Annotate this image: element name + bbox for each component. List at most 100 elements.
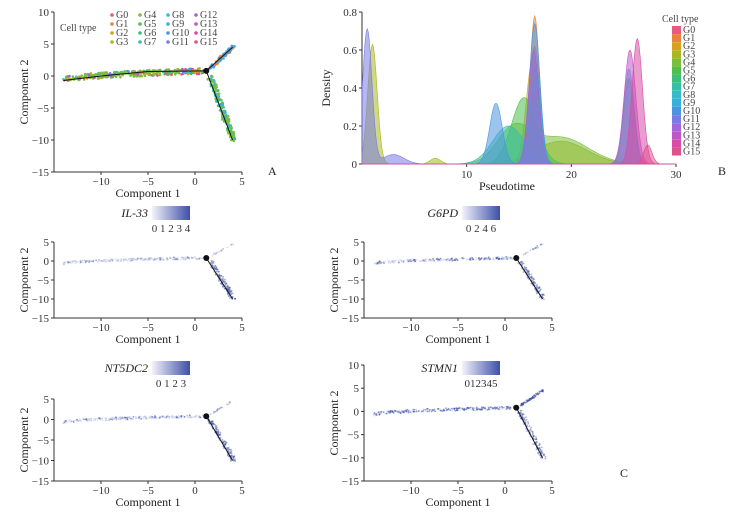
cell-point <box>194 257 197 260</box>
cell-point <box>193 71 197 74</box>
cell-point <box>537 452 540 455</box>
cell-point <box>519 404 522 407</box>
cell-point <box>212 262 215 264</box>
cell-point <box>126 416 129 419</box>
cell-point <box>489 406 492 409</box>
cell-point <box>411 408 414 411</box>
cell-point <box>218 407 221 410</box>
cell-point <box>78 419 81 422</box>
cell-point <box>215 410 218 413</box>
cell-point <box>84 261 87 264</box>
cell-point <box>538 447 541 450</box>
cell-point <box>96 417 99 420</box>
cell-point <box>477 408 480 411</box>
legend-swatch <box>672 42 681 51</box>
legend-swatch <box>672 107 681 115</box>
cell-point <box>230 243 233 246</box>
cell-point <box>154 417 157 420</box>
cell-point <box>173 256 176 259</box>
cell-point <box>430 259 433 262</box>
cell-point <box>173 416 176 419</box>
cell-point <box>140 257 143 260</box>
legend-swatch <box>672 34 681 43</box>
cell-point <box>485 258 488 261</box>
x-tick-label: 0 <box>192 485 198 497</box>
cell-point <box>138 416 141 419</box>
cell-point <box>127 70 130 73</box>
cell-point <box>190 256 193 258</box>
cell-point <box>541 293 544 296</box>
cell-point <box>216 89 220 92</box>
cell-point <box>164 416 166 419</box>
cell-point <box>543 454 546 456</box>
cell-point <box>138 416 140 419</box>
cell-point <box>65 421 68 423</box>
cell-point <box>535 246 538 249</box>
cell-point <box>93 417 95 420</box>
cell-point <box>113 417 115 420</box>
cell-point <box>216 251 218 254</box>
legend-swatch <box>194 40 198 44</box>
cell-point <box>228 400 231 403</box>
cell-point <box>161 415 164 418</box>
cell-point <box>62 422 65 425</box>
cell-point <box>92 260 95 263</box>
y-axis-title: Component 2 <box>327 248 341 313</box>
cell-point <box>149 416 151 418</box>
cell-point <box>176 416 179 419</box>
cell-point <box>146 259 149 262</box>
cell-point <box>397 261 400 263</box>
cell-point <box>101 260 104 262</box>
cell-point <box>187 257 190 260</box>
cell-point <box>483 257 486 260</box>
cell-point <box>523 265 526 268</box>
cell-point <box>532 432 534 434</box>
cell-point <box>390 259 393 262</box>
cell-point <box>422 259 425 262</box>
cell-point <box>144 416 147 419</box>
cell-point <box>536 283 539 286</box>
cell-point <box>234 458 236 461</box>
cell-point <box>162 416 165 419</box>
cell-point <box>168 417 171 420</box>
cell-point <box>98 259 101 262</box>
cell-point <box>375 261 378 264</box>
cell-point <box>226 121 230 125</box>
cell-point <box>407 411 410 414</box>
cell-point <box>79 261 82 264</box>
cell-point <box>134 416 137 419</box>
cell-point <box>134 415 137 418</box>
cell-point <box>182 258 185 261</box>
cell-point <box>124 258 127 261</box>
cell-point <box>195 416 198 419</box>
cell-point <box>484 408 487 411</box>
cell-point <box>62 422 65 425</box>
cell-point <box>446 258 449 261</box>
cell-point <box>527 421 529 423</box>
cell-point <box>143 259 146 261</box>
gene-plot-stmn1: −10 −5 0 5 10 5 0 −5 −10 −15 Component 1 Component … <box>327 360 555 509</box>
panel-label-a: A <box>268 164 277 178</box>
cell-point <box>198 67 201 70</box>
cell-point <box>74 262 77 265</box>
cell-point <box>115 70 118 74</box>
cell-point <box>540 451 542 454</box>
cell-point <box>535 393 537 395</box>
cell-point <box>211 262 214 265</box>
cell-point <box>85 260 88 263</box>
cell-point <box>122 417 125 420</box>
cell-point <box>496 256 499 259</box>
y-tick-label: −15 <box>32 167 50 179</box>
cell-point <box>214 426 217 428</box>
cell-point <box>218 274 221 277</box>
cell-point <box>188 256 190 259</box>
cell-point <box>530 275 533 278</box>
cell-point <box>189 416 192 419</box>
cell-point <box>466 258 469 261</box>
cell-point <box>139 257 142 260</box>
cell-point <box>380 412 383 415</box>
cell-point <box>438 258 441 260</box>
cell-point <box>532 443 535 445</box>
cell-point <box>497 256 500 258</box>
cell-point <box>134 259 137 262</box>
